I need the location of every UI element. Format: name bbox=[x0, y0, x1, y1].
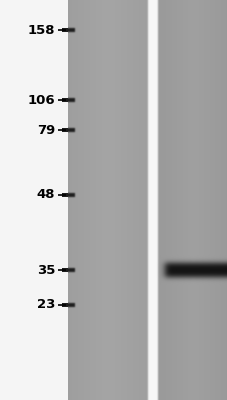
Text: 35: 35 bbox=[37, 264, 55, 276]
Text: 48: 48 bbox=[36, 188, 55, 202]
Text: 23: 23 bbox=[37, 298, 55, 312]
Text: 79: 79 bbox=[37, 124, 55, 136]
Text: 158: 158 bbox=[27, 24, 55, 36]
Text: 106: 106 bbox=[27, 94, 55, 106]
